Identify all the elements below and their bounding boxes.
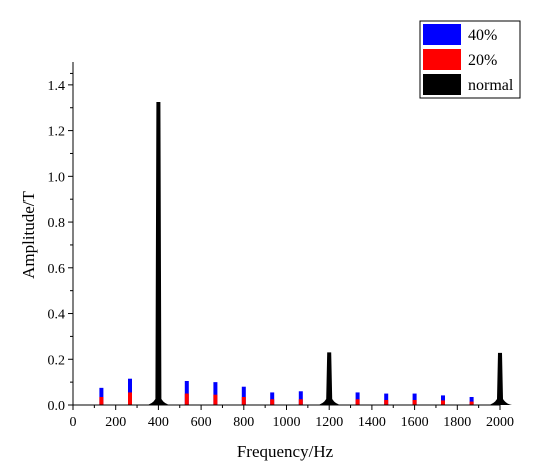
bar-20-percent: [184, 393, 189, 405]
bar-40-percent: [213, 382, 218, 405]
x-tick-label: 0: [70, 415, 77, 430]
x-tick-label: 1800: [443, 415, 471, 430]
x-axis-title: Frequency/Hz: [237, 442, 334, 461]
bar-20-percent: [298, 399, 303, 405]
x-tick-label: 1000: [273, 415, 301, 430]
ticks-layer: 0 200 400 600 800 1000 1200 1400 1600 1800 2000 0.0…: [48, 72, 514, 430]
bar-20-percent: [213, 394, 218, 405]
legend-label: 20%: [468, 52, 497, 69]
bar-40-percent: [412, 393, 417, 405]
x-tick-label: 2000: [486, 415, 514, 430]
x-tick-label: 1600: [401, 415, 429, 430]
bar-40-percent: [270, 392, 275, 405]
y-tick-label: 0.0: [48, 399, 66, 414]
legend-swatch: [423, 49, 461, 70]
bar-20-percent: [469, 401, 474, 405]
bar-20-percent: [270, 399, 275, 405]
x-tick-label: 1400: [358, 415, 386, 430]
x-tick-label: 600: [191, 415, 212, 430]
y-tick-label: 0.4: [48, 308, 66, 323]
y-axis-title: Amplitude/T: [19, 190, 38, 278]
bar-40-percent: [355, 392, 360, 405]
y-tick-label: 1.4: [48, 79, 66, 94]
x-tick-label: 1200: [315, 415, 343, 430]
bar-40-percent: [99, 387, 104, 405]
y-tick-label: 0.8: [48, 216, 66, 231]
x-tick-label: 200: [105, 415, 126, 430]
y-tick-label: 0.6: [48, 262, 66, 277]
bar-40-percent: [384, 393, 389, 405]
bar-20-percent: [384, 399, 389, 405]
bar-20-percent: [355, 399, 360, 405]
bar-20-percent: [412, 399, 417, 405]
legend-label: 40%: [468, 27, 497, 44]
legend: 40% 20% normal: [419, 20, 521, 99]
bars-layer: [99, 102, 512, 406]
legend-swatch: [423, 74, 461, 95]
bar-20-percent: [99, 396, 104, 405]
bar-normal: [317, 352, 342, 405]
bar-40-percent: [184, 380, 189, 405]
bar-20-percent: [440, 400, 445, 405]
x-tick-label: 400: [148, 415, 169, 430]
y-tick-label: 0.2: [48, 353, 66, 368]
legend-swatch: [423, 24, 461, 45]
bar-40-percent: [128, 378, 133, 405]
bar-40-percent: [298, 391, 303, 405]
bar-normal: [146, 102, 171, 406]
bar-20-percent: [128, 392, 133, 405]
legend-label: normal: [468, 77, 514, 94]
y-tick-label: 1.2: [48, 125, 66, 140]
bar-40-percent: [469, 396, 474, 405]
bar-40-percent: [241, 386, 246, 405]
bar-normal: [488, 352, 512, 405]
axes-layer: [72, 62, 500, 406]
x-tick-label: 800: [233, 415, 254, 430]
y-tick-label: 1.0: [48, 170, 66, 185]
bar-40-percent: [440, 395, 445, 405]
bar-20-percent: [241, 396, 246, 405]
